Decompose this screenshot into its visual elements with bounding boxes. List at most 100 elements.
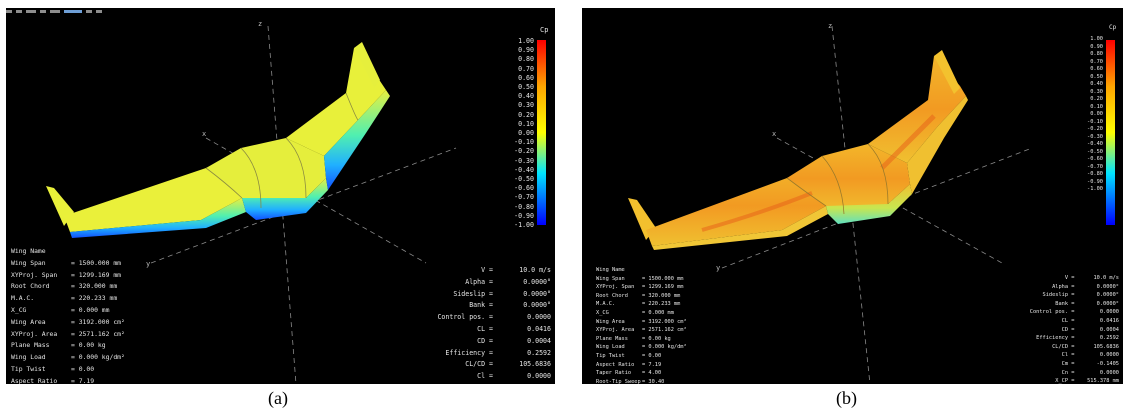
wing-info-label: Plane Mass [11,341,50,350]
cp-colorbar [1106,40,1115,225]
svg-text:y: y [716,264,720,272]
colorbar-tick: -0.90 [1087,178,1103,185]
result-value: 10.0 m/s [1093,275,1119,281]
colorbar-tick: 0.00 [1090,111,1103,117]
wing-3d-view[interactable]: x y z [6,8,555,384]
wing-info-label: Root Chord [596,292,628,299]
result-label: Cl = [1061,352,1075,359]
wing-info-row: M.A.C. = 220.233 mm [596,300,687,309]
colorbar-tick: -0.10 [1087,118,1103,125]
colorbar-tick: 0.10 [1090,103,1103,110]
toolbar-icon[interactable] [26,10,36,13]
result-label: Cl = [477,372,494,381]
toolbar-strip [6,8,166,15]
wing-info-value: = 220.233 mm [71,294,118,303]
wing-info-value: = 1299.169 mm [642,284,684,291]
toolbar-icon[interactable] [6,10,12,13]
colorbar-tick: -0.30 [514,156,534,165]
wing-info-label: Wing Span [11,258,46,267]
wing-info-label: X_CG [596,309,609,316]
svg-text:x: x [772,130,776,138]
result-row: X_CP = 515.378 mm [1030,377,1119,384]
wing-info-row: Tip Twist = 0.00 [596,352,687,361]
wing-info-value: = 0.00 [642,352,662,359]
svg-text:z: z [258,20,262,28]
wing-info-value: = 0.000 kg/dm² [71,353,125,362]
result-value: 515.378 mm [1087,378,1119,384]
colorbar-tick: 0.50 [518,83,534,92]
result-label: CL = [477,324,494,333]
result-row: V = 10.0 m/s [1030,274,1119,283]
result-value: 0.0000 [527,313,551,322]
wing-info-row: Root Chord = 320.000 mm [11,281,125,293]
result-label: CL = [1061,317,1075,324]
colorbar-tick: 0.00 [518,129,534,138]
colorbar-tick: 0.60 [518,73,534,82]
toolbar-selected-icon[interactable] [64,10,82,13]
svg-text:y: y [146,260,150,268]
wing-info-row: Wing Span = 1500.000 mm [11,258,125,270]
wing-info-label: Tip Twist [596,352,625,359]
wing-info-label: M.A.C. [596,301,616,308]
result-label: Sideslip = [453,289,494,298]
toolbar-icon[interactable] [96,10,102,13]
flight-results-panel: V = 10.0 m/s Alpha = 0.0000° Sideslip = 0.… [437,265,551,384]
wing-info-row: Root-Tip Sweep= 30.40 [596,378,687,384]
colorbar-tick: -0.70 [1087,163,1103,170]
toolbar-icon[interactable] [40,10,46,13]
colorbar-tick: -0.40 [514,165,534,174]
result-row: CL/CD = 105.6836 [437,359,551,371]
wing-3d-view[interactable]: x y z [582,8,1123,384]
wing-info-value: = 220.233 mm [642,301,681,308]
result-label: Sideslip = [1042,292,1075,299]
viewport-panel-a[interactable]: x y z [6,8,555,384]
wing-info-value: = 2571.162 cm² [71,329,125,338]
wing-info-value: = 0.000 kg/dm² [642,344,687,351]
result-value: 10.0 m/s [519,266,551,274]
colorbar-tick: -0.80 [514,202,534,211]
result-value: 0.0416 [1099,317,1119,324]
result-value: 0.2592 [1099,335,1119,342]
toolbar-icon[interactable] [86,10,92,13]
toolbar-icon[interactable] [16,10,22,13]
wing-model [628,50,968,250]
colorbar-tick: 0.80 [518,55,534,64]
result-label: V = [481,266,494,274]
toolbar-icon[interactable] [50,10,60,13]
wing-info-panel: Wing Name Wing Span = 1500.000 mm XYProj. S… [596,266,687,384]
colorbar-tick-labels: 1.00 0.90 0.80 0.70 0.60 0.50 0.40 0.30 0.20 0.10… [1070,36,1103,194]
wing-info-row: XYProj. Span = 1299.169 mm [11,270,125,282]
result-row: CD = 0.0004 [1030,326,1119,335]
colorbar-tick: 0.40 [518,92,534,101]
colorbar-tick: -0.60 [1087,156,1103,162]
axis-labels: x y z [716,22,832,272]
result-row: Cl = 0.0000 [437,371,551,383]
figure-caption-b: (b) [836,388,857,408]
result-row: Bank = 0.0000° [437,300,551,312]
wing-info-row: M.A.C. = 220.233 mm [11,293,125,305]
colorbar-tick: 0.60 [1090,66,1103,72]
wing-info-label: Plane Mass [596,335,628,342]
result-value: 0.0000° [523,289,551,298]
result-row: Efficiency = 0.2592 [1030,334,1119,343]
result-value: 0.0000 [1099,369,1119,376]
wing-info-value: = 0.00 kg [71,341,106,350]
result-row: CL/CD = 105.6836 [1030,343,1119,352]
wing-info-row: Wing Load = 0.000 kg/dm² [11,352,125,364]
viewport-panel-b[interactable]: x y z Cp 1.00 0.90 0.80 0.70 0.60 0.50 0.40 0.3… [582,8,1123,384]
colorbar-tick: -0.20 [514,147,534,156]
colorbar-tick: 0.20 [518,110,534,119]
colorbar-tick: -0.70 [514,193,534,202]
result-row: Cl = 0.0000 [1030,351,1119,360]
wing-info-value: = 0.000 mm [642,309,674,316]
result-row: Cm = -0.1405 [1030,360,1119,369]
wing-info-label: Aspect Ratio [596,361,635,368]
colorbar-tick: -0.80 [1087,171,1103,177]
wing-info-value: = 4.00 [642,370,662,377]
wing-info-label: XYProj. Area [596,327,635,334]
axis-labels: x y z [146,20,262,268]
colorbar-tick: 0.70 [518,64,534,73]
wing-info-label: Wing Area [596,318,625,325]
colorbar-tick: 0.30 [1090,88,1103,95]
result-label: X_CP = [1055,378,1075,384]
